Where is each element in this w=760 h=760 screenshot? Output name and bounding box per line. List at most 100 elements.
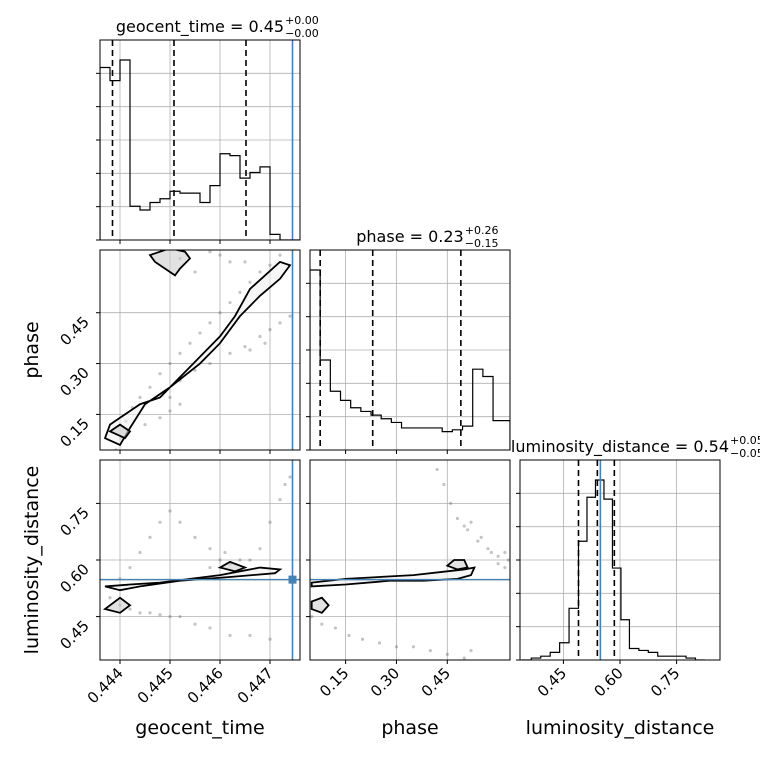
sample-point: [268, 328, 272, 332]
title-prefix: luminosity_distance = 0.54: [511, 437, 729, 457]
sample-point: [208, 250, 212, 254]
sample-point: [428, 648, 432, 653]
x-axis-label-luminosity_distance: luminosity_distance: [526, 717, 715, 739]
sample-point: [278, 253, 282, 257]
title-minus: −0.15: [465, 237, 499, 250]
y-tick-label: 0.45: [56, 617, 92, 653]
sample-point: [479, 535, 483, 539]
histogram-phase: [310, 269, 510, 450]
sample-point: [193, 535, 197, 539]
y-tick-label: 0.30: [56, 364, 92, 400]
contour-level: [108, 423, 132, 440]
sample-point: [268, 637, 272, 641]
sample-point: [466, 528, 470, 532]
sample-point: [128, 565, 132, 570]
sample-point: [178, 615, 182, 619]
x-tick-label: 0.30: [367, 664, 403, 700]
y-tick-label: 0.45: [56, 313, 92, 349]
sample-point: [128, 607, 132, 611]
sample-point: [228, 300, 232, 305]
panel-geocent_time-phase: [96, 249, 301, 454]
title-prefix: geocent_time = 0.45: [116, 17, 284, 37]
sample-point: [168, 409, 172, 413]
x-tick-label: 0.15: [316, 664, 352, 700]
sample-point: [347, 633, 351, 638]
panel-geocent_time-luminosity_distance: [96, 459, 301, 664]
title-plus: +0.00: [285, 14, 319, 27]
sample-point: [435, 467, 439, 472]
sample-point: [228, 260, 232, 264]
sample-point: [243, 260, 247, 264]
contour-level: [310, 566, 476, 588]
panel-frame: [99, 249, 301, 451]
joint-content: [103, 250, 292, 450]
panel-phase-phase: phase = 0.23 +0.26−0.15: [306, 224, 511, 454]
sample-point: [268, 520, 272, 524]
joint-content: [310, 467, 510, 660]
sample-point: [486, 547, 490, 551]
sample-point: [377, 641, 382, 645]
sample-point: [278, 321, 282, 325]
sample-point: [158, 416, 162, 420]
contour-level: [148, 250, 192, 277]
x-tick-label: 0.75: [647, 664, 683, 700]
sample-point: [108, 596, 112, 600]
sample-point: [158, 520, 162, 524]
sample-point: [411, 645, 415, 649]
sample-point: [218, 253, 222, 257]
sample-point: [248, 280, 252, 284]
sample-point: [360, 637, 365, 641]
sample-point: [496, 554, 500, 558]
sample-point: [168, 395, 172, 400]
sample-point: [228, 633, 232, 638]
sample-point: [496, 562, 500, 566]
sample-point: [445, 652, 449, 656]
sample-point: [238, 558, 242, 562]
histogram-geocent_time: [100, 59, 300, 240]
sample-point: [310, 615, 314, 619]
histogram-luminosity_distance: [521, 479, 705, 660]
sample-point: [168, 615, 172, 619]
title-main: geocent_time = 0.45: [116, 17, 284, 37]
sample-point: [193, 270, 197, 274]
y-axis-label-phase: phase: [21, 321, 43, 378]
sample-point: [208, 626, 212, 630]
title-minus: −0.05: [730, 447, 760, 460]
contour-level: [102, 596, 132, 614]
sample-point: [455, 516, 460, 521]
sample-point: [168, 361, 172, 366]
x-tick-label: 0.444: [84, 664, 127, 707]
sample-point: [462, 656, 466, 660]
contour-level: [310, 596, 330, 614]
sample-point: [223, 550, 227, 555]
sample-point: [258, 270, 262, 274]
sample-point: [258, 334, 262, 339]
panel-luminosity_distance-luminosity_distance: luminosity_distance = 0.54+0.05−0.05: [511, 434, 760, 664]
x-tick-label: 0.60: [590, 664, 626, 700]
truth-marker: [288, 575, 297, 584]
sample-point: [143, 422, 147, 427]
sample-point: [248, 558, 252, 562]
sample-point: [449, 501, 453, 505]
sample-point: [138, 550, 142, 555]
axis-ticks: [96, 502, 271, 664]
x-tick-label: 0.446: [184, 664, 227, 707]
y-tick-label: 0.75: [56, 503, 92, 539]
sample-point: [198, 331, 202, 335]
title-plus: +0.26: [465, 224, 499, 237]
sample-point: [158, 613, 162, 617]
contour-level: [103, 260, 292, 447]
sample-point: [288, 475, 292, 479]
sample-point: [218, 558, 222, 562]
sample-point: [158, 372, 162, 376]
panel-phase-luminosity_distance: [306, 459, 511, 664]
sample-point: [288, 314, 292, 318]
sample-point: [193, 622, 197, 626]
x-axis-label-geocent_time: geocent_time: [135, 717, 264, 739]
x-tick-label: 0.45: [534, 664, 570, 700]
sample-point: [238, 290, 242, 294]
sample-point: [258, 547, 262, 551]
sample-point: [268, 263, 272, 267]
title-main: luminosity_distance = 0.54: [511, 437, 729, 457]
axis-ticks: [516, 492, 678, 664]
